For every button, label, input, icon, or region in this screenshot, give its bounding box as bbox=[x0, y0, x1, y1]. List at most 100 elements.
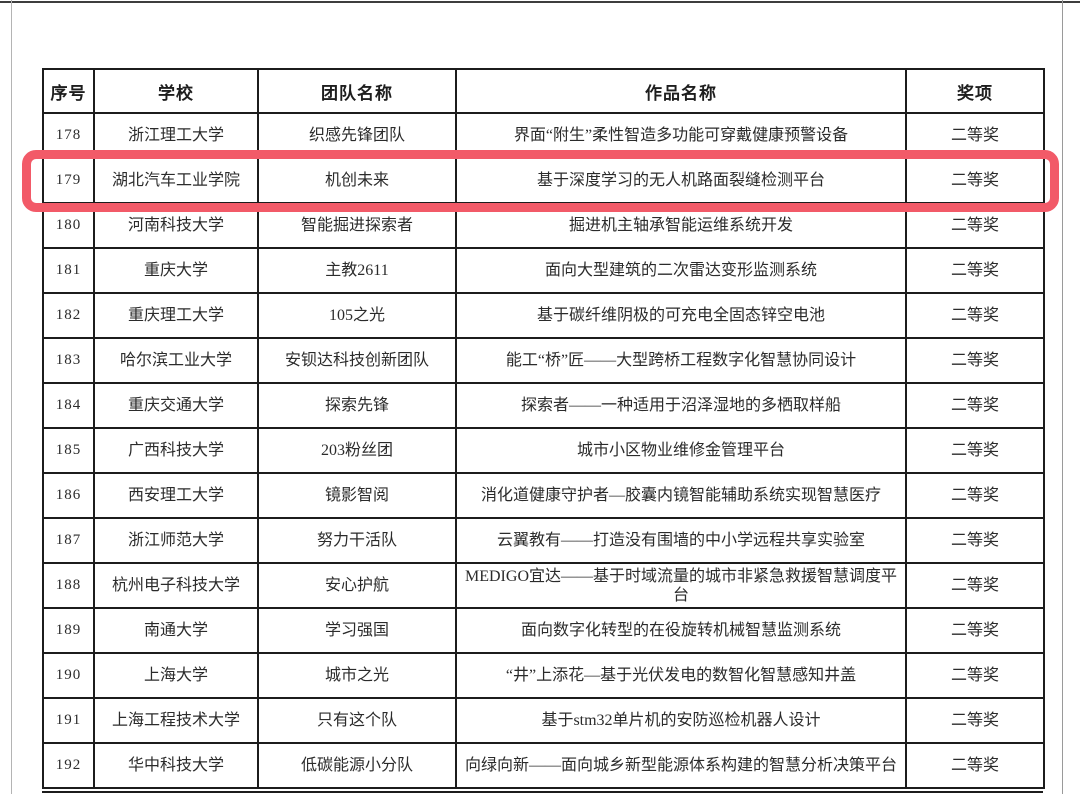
school-cell: 上海工程技术大学 bbox=[93, 697, 259, 744]
award-cell: 二等奖 bbox=[905, 427, 1045, 474]
table-row: 181 重庆大学 主教2611 面向大型建筑的二次雷达变形监测系统 二等奖 bbox=[42, 247, 1045, 294]
table-row: 191 上海工程技术大学 只有这个队 基于stm32单片机的安防巡检机器人设计 … bbox=[42, 697, 1045, 744]
team-name-cell: 低碳能源小分队 bbox=[257, 742, 457, 789]
table-row: 189 南通大学 学习强国 面向数字化转型的在役旋转机械智慧监测系统 二等奖 bbox=[42, 607, 1045, 654]
school-cell: 广西科技大学 bbox=[93, 427, 259, 474]
team-name-cell: 学习强国 bbox=[257, 607, 457, 654]
header-team-name: 团队名称 bbox=[257, 68, 457, 114]
table-row: 180 河南科技大学 智能掘进探索者 掘进机主轴承智能运维系统开发 二等奖 bbox=[42, 202, 1045, 249]
school-cell: 河南科技大学 bbox=[93, 202, 259, 249]
school-cell: 重庆交通大学 bbox=[93, 382, 259, 429]
table-row: 179 湖北汽车工业学院 机创未来 基于深度学习的无人机路面裂缝检测平台 二等奖 bbox=[42, 157, 1045, 204]
award-cell: 二等奖 bbox=[905, 247, 1045, 294]
row-number-cell: 186 bbox=[42, 472, 95, 519]
work-title-cell: 基于深度学习的无人机路面裂缝检测平台 bbox=[455, 157, 907, 204]
school-cell: 重庆大学 bbox=[93, 247, 259, 294]
work-title-cell: 云翼教有——打造没有围墙的中小学远程共享实验室 bbox=[455, 517, 907, 564]
work-title-cell: 向绿向新——面向城乡新型能源体系构建的智慧分析决策平台 bbox=[455, 742, 907, 789]
team-name-cell: 105之光 bbox=[257, 292, 457, 339]
row-number-cell: 192 bbox=[42, 742, 95, 789]
school-cell: 湖北汽车工业学院 bbox=[93, 157, 259, 204]
award-cell: 二等奖 bbox=[905, 382, 1045, 429]
row-number-cell: 178 bbox=[42, 112, 95, 159]
row-number-cell: 187 bbox=[42, 517, 95, 564]
header-award: 奖项 bbox=[905, 68, 1045, 114]
team-name-cell: 镜影智阅 bbox=[257, 472, 457, 519]
work-title-cell: 能工“桥”匠——大型跨桥工程数字化智慧协同设计 bbox=[455, 337, 907, 384]
award-cell: 二等奖 bbox=[905, 112, 1045, 159]
team-name-cell: 安心护航 bbox=[257, 562, 457, 609]
table-row: 184 重庆交通大学 探索先锋 探索者——一种适用于沼泽湿地的多栖取样船 二等奖 bbox=[42, 382, 1045, 429]
table-row: 187 浙江师范大学 努力干活队 云翼教有——打造没有围墙的中小学远程共享实验室… bbox=[42, 517, 1045, 564]
award-results-table: 序号 学校 团队名称 作品名称 奖项 178 浙江理工大学 织感先锋团队 界面“… bbox=[42, 68, 1045, 789]
table-row: 178 浙江理工大学 织感先锋团队 界面“附生”柔性智造多功能可穿戴健康预警设备… bbox=[42, 112, 1045, 159]
award-cell: 二等奖 bbox=[905, 607, 1045, 654]
table-row: 183 哈尔滨工业大学 安钡达科技创新团队 能工“桥”匠——大型跨桥工程数字化智… bbox=[42, 337, 1045, 384]
row-number-cell: 190 bbox=[42, 652, 95, 699]
school-cell: 西安理工大学 bbox=[93, 472, 259, 519]
table-row: 182 重庆理工大学 105之光 基于碳纤维阴极的可充电全固态锌空电池 二等奖 bbox=[42, 292, 1045, 339]
team-name-cell: 智能掘进探索者 bbox=[257, 202, 457, 249]
row-number-cell: 185 bbox=[42, 427, 95, 474]
page-right-edge bbox=[1062, 0, 1063, 794]
work-title-cell: 消化道健康守护者—胶囊内镜智能辅助系统实现智慧医疗 bbox=[455, 472, 907, 519]
team-name-cell: 织感先锋团队 bbox=[257, 112, 457, 159]
award-cell: 二等奖 bbox=[905, 652, 1045, 699]
team-name-cell: 探索先锋 bbox=[257, 382, 457, 429]
school-cell: 杭州电子科技大学 bbox=[93, 562, 259, 609]
table-header-row: 序号 学校 团队名称 作品名称 奖项 bbox=[42, 68, 1045, 114]
team-name-cell: 203粉丝团 bbox=[257, 427, 457, 474]
school-cell: 浙江师范大学 bbox=[93, 517, 259, 564]
work-title-cell: 城市小区物业维修金管理平台 bbox=[455, 427, 907, 474]
row-number-cell: 182 bbox=[42, 292, 95, 339]
award-cell: 二等奖 bbox=[905, 697, 1045, 744]
next-row-partial-border bbox=[42, 791, 1043, 793]
row-number-cell: 183 bbox=[42, 337, 95, 384]
award-cell: 二等奖 bbox=[905, 202, 1045, 249]
school-cell: 浙江理工大学 bbox=[93, 112, 259, 159]
award-cell: 二等奖 bbox=[905, 472, 1045, 519]
team-name-cell: 只有这个队 bbox=[257, 697, 457, 744]
table-row: 188 杭州电子科技大学 安心护航 MEDIGO宜达——基于时域流量的城市非紧急… bbox=[42, 562, 1045, 609]
work-title-cell: 掘进机主轴承智能运维系统开发 bbox=[455, 202, 907, 249]
table-row: 186 西安理工大学 镜影智阅 消化道健康守护者—胶囊内镜智能辅助系统实现智慧医… bbox=[42, 472, 1045, 519]
work-title-cell: 基于stm32单片机的安防巡检机器人设计 bbox=[455, 697, 907, 744]
row-number-cell: 191 bbox=[42, 697, 95, 744]
school-cell: 南通大学 bbox=[93, 607, 259, 654]
school-cell: 上海大学 bbox=[93, 652, 259, 699]
work-title-cell: 面向数字化转型的在役旋转机械智慧监测系统 bbox=[455, 607, 907, 654]
team-name-cell: 努力干活队 bbox=[257, 517, 457, 564]
award-cell: 二等奖 bbox=[905, 742, 1045, 789]
row-number-cell: 180 bbox=[42, 202, 95, 249]
row-number-cell: 184 bbox=[42, 382, 95, 429]
team-name-cell: 安钡达科技创新团队 bbox=[257, 337, 457, 384]
award-cell: 二等奖 bbox=[905, 562, 1045, 609]
table-body: 178 浙江理工大学 织感先锋团队 界面“附生”柔性智造多功能可穿戴健康预警设备… bbox=[42, 112, 1045, 789]
row-number-cell: 188 bbox=[42, 562, 95, 609]
row-number-cell: 179 bbox=[42, 157, 95, 204]
award-cell: 二等奖 bbox=[905, 292, 1045, 339]
work-title-cell: 基于碳纤维阴极的可充电全固态锌空电池 bbox=[455, 292, 907, 339]
header-work-title: 作品名称 bbox=[455, 68, 907, 114]
page-top-edge bbox=[0, 1, 1080, 3]
work-title-cell: MEDIGO宜达——基于时域流量的城市非紧急救援智慧调度平台 bbox=[455, 562, 907, 609]
header-serial-number: 序号 bbox=[42, 68, 95, 114]
award-cell: 二等奖 bbox=[905, 517, 1045, 564]
team-name-cell: 城市之光 bbox=[257, 652, 457, 699]
page-left-edge bbox=[11, 0, 12, 794]
work-title-cell: “井”上添花—基于光伏发电的数智化智慧感知井盖 bbox=[455, 652, 907, 699]
table-row: 190 上海大学 城市之光 “井”上添花—基于光伏发电的数智化智慧感知井盖 二等… bbox=[42, 652, 1045, 699]
table-row: 185 广西科技大学 203粉丝团 城市小区物业维修金管理平台 二等奖 bbox=[42, 427, 1045, 474]
award-cell: 二等奖 bbox=[905, 337, 1045, 384]
team-name-cell: 机创未来 bbox=[257, 157, 457, 204]
team-name-cell: 主教2611 bbox=[257, 247, 457, 294]
work-title-cell: 探索者——一种适用于沼泽湿地的多栖取样船 bbox=[455, 382, 907, 429]
school-cell: 重庆理工大学 bbox=[93, 292, 259, 339]
school-cell: 华中科技大学 bbox=[93, 742, 259, 789]
row-number-cell: 181 bbox=[42, 247, 95, 294]
work-title-cell: 面向大型建筑的二次雷达变形监测系统 bbox=[455, 247, 907, 294]
header-school: 学校 bbox=[93, 68, 259, 114]
row-number-cell: 189 bbox=[42, 607, 95, 654]
work-title-cell: 界面“附生”柔性智造多功能可穿戴健康预警设备 bbox=[455, 112, 907, 159]
award-cell: 二等奖 bbox=[905, 157, 1045, 204]
